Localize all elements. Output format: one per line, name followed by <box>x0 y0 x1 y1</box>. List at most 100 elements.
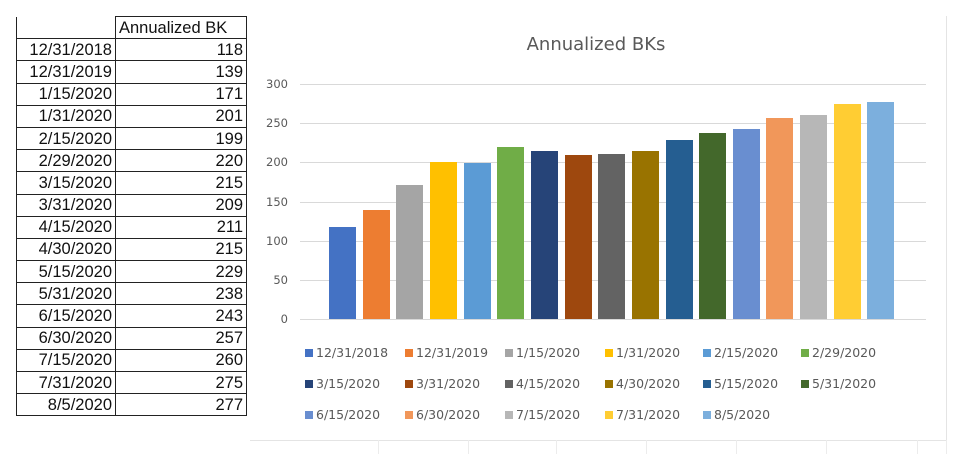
legend-item[interactable]: 6/30/2020 <box>405 407 505 422</box>
value-cell[interactable]: 220 <box>115 149 247 173</box>
date-cell[interactable]: 12/31/2018 <box>16 38 116 62</box>
value-cell[interactable]: 257 <box>115 326 247 350</box>
legend-swatch-icon <box>605 348 613 357</box>
legend-label: 4/30/2020 <box>616 376 681 391</box>
value-cell[interactable]: 139 <box>115 60 247 84</box>
y-axis-tick-label: 200 <box>266 155 288 170</box>
chart-legend[interactable]: 12/31/2018 12/31/2019 1/15/2020 1/31/2020 2/… <box>305 345 925 422</box>
date-cell[interactable]: 3/15/2020 <box>16 171 116 195</box>
legend-item[interactable]: 2/29/2020 <box>801 345 911 360</box>
value-cell[interactable]: 260 <box>115 348 247 373</box>
legend-item[interactable]: 1/31/2020 <box>605 345 703 360</box>
value-cell[interactable]: 201 <box>115 104 247 128</box>
legend-label: 7/15/2020 <box>516 407 581 422</box>
bar[interactable] <box>867 102 895 319</box>
bar[interactable] <box>429 161 457 319</box>
value-cell[interactable]: 229 <box>115 260 247 284</box>
legend-swatch-icon <box>505 410 513 419</box>
legend-item[interactable]: 7/31/2020 <box>605 407 703 422</box>
legend-item[interactable]: 8/5/2020 <box>703 407 801 422</box>
bar[interactable] <box>463 163 491 319</box>
legend-item[interactable]: 6/15/2020 <box>305 407 405 422</box>
legend-swatch-icon <box>405 348 413 357</box>
date-cell[interactable]: 6/15/2020 <box>16 304 116 328</box>
value-cell[interactable]: 215 <box>115 237 247 262</box>
date-cell[interactable]: 6/30/2020 <box>16 326 116 350</box>
legend-swatch-icon <box>605 379 613 388</box>
legend-item[interactable]: 12/31/2019 <box>405 345 505 360</box>
date-cell[interactable]: 2/15/2020 <box>16 126 116 151</box>
value-cell[interactable]: 211 <box>115 215 247 239</box>
value-cell[interactable]: 238 <box>115 282 247 306</box>
bar[interactable] <box>665 139 693 319</box>
legend-label: 4/15/2020 <box>516 376 581 391</box>
legend-item[interactable]: 4/15/2020 <box>505 376 605 391</box>
legend-item[interactable]: 4/30/2020 <box>605 376 703 391</box>
bar[interactable] <box>631 150 659 319</box>
legend-item[interactable]: 2/15/2020 <box>703 345 801 360</box>
sheet-gridline <box>736 440 737 454</box>
bar[interactable] <box>530 150 558 319</box>
value-cell[interactable]: 275 <box>115 370 247 395</box>
header-value-cell[interactable]: Annualized BK <box>115 15 247 40</box>
sheet-gridline <box>917 440 918 454</box>
legend-item[interactable]: 3/15/2020 <box>305 376 405 391</box>
table-row: 5/15/2020 229 <box>16 260 247 284</box>
bar[interactable] <box>497 146 525 319</box>
y-axis-tick-label: 150 <box>266 194 288 209</box>
table-row: 6/30/2020 257 <box>16 326 247 350</box>
bar[interactable] <box>800 115 828 319</box>
bar[interactable] <box>362 210 390 319</box>
value-cell[interactable]: 209 <box>115 193 247 217</box>
legend-item[interactable]: 7/15/2020 <box>505 407 605 422</box>
date-cell[interactable]: 5/31/2020 <box>16 282 116 306</box>
date-cell[interactable]: 8/5/2020 <box>16 393 116 417</box>
legend-label: 12/31/2019 <box>416 345 489 360</box>
legend-item[interactable]: 12/31/2018 <box>305 345 405 360</box>
bar[interactable] <box>732 128 760 319</box>
value-cell[interactable]: 171 <box>115 82 247 106</box>
legend-label: 1/31/2020 <box>616 345 681 360</box>
date-cell[interactable]: 7/31/2020 <box>16 370 116 395</box>
y-axis-tick-label: 300 <box>266 77 288 91</box>
chart-title[interactable]: Annualized BKs <box>526 34 666 55</box>
date-cell[interactable]: 12/31/2019 <box>16 60 116 84</box>
value-cell[interactable]: 215 <box>115 171 247 195</box>
legend-swatch-icon <box>703 348 711 357</box>
bar[interactable] <box>699 132 727 319</box>
legend-item[interactable]: 3/31/2020 <box>405 376 505 391</box>
date-cell[interactable]: 4/30/2020 <box>16 237 116 262</box>
date-cell[interactable]: 3/31/2020 <box>16 193 116 217</box>
plot-area[interactable]: 0 50 100 150 200 250 300 <box>266 77 926 326</box>
y-axis-tick-label: 50 <box>273 272 288 287</box>
bar[interactable] <box>564 155 592 319</box>
legend-item[interactable]: 5/15/2020 <box>703 376 801 391</box>
bar[interactable] <box>396 185 424 319</box>
date-cell[interactable]: 2/29/2020 <box>16 149 116 173</box>
value-cell[interactable]: 243 <box>115 304 247 328</box>
date-cell[interactable]: 5/15/2020 <box>16 260 116 284</box>
bar[interactable] <box>329 226 356 319</box>
value-cell[interactable]: 118 <box>115 38 247 62</box>
date-cell[interactable]: 1/31/2020 <box>16 104 116 128</box>
legend-swatch-icon <box>405 410 413 419</box>
date-cell[interactable]: 1/15/2020 <box>16 82 116 106</box>
value-cell[interactable]: 277 <box>115 393 247 417</box>
legend-label: 5/15/2020 <box>714 376 779 391</box>
legend-item[interactable]: 5/31/2020 <box>801 376 911 391</box>
bar[interactable] <box>598 153 626 319</box>
legend-label: 3/31/2020 <box>416 376 481 391</box>
table-row: 2/29/2020 220 <box>16 149 247 173</box>
date-cell[interactable]: 7/15/2020 <box>16 348 116 373</box>
date-cell[interactable]: 4/15/2020 <box>16 215 116 239</box>
legend-label: 1/15/2020 <box>516 345 581 360</box>
chart-area[interactable]: Annualized BKs 0 50 100 150 200 250 300 12/31/… <box>250 0 959 454</box>
gridline <box>300 319 926 320</box>
value-cell[interactable]: 199 <box>115 126 247 151</box>
bar[interactable] <box>833 103 861 319</box>
y-axis-tick-label: 250 <box>266 116 288 131</box>
legend-item[interactable]: 1/15/2020 <box>505 345 605 360</box>
legend-label: 6/15/2020 <box>316 407 381 422</box>
header-date-cell[interactable] <box>16 16 116 40</box>
bar[interactable] <box>766 117 794 319</box>
